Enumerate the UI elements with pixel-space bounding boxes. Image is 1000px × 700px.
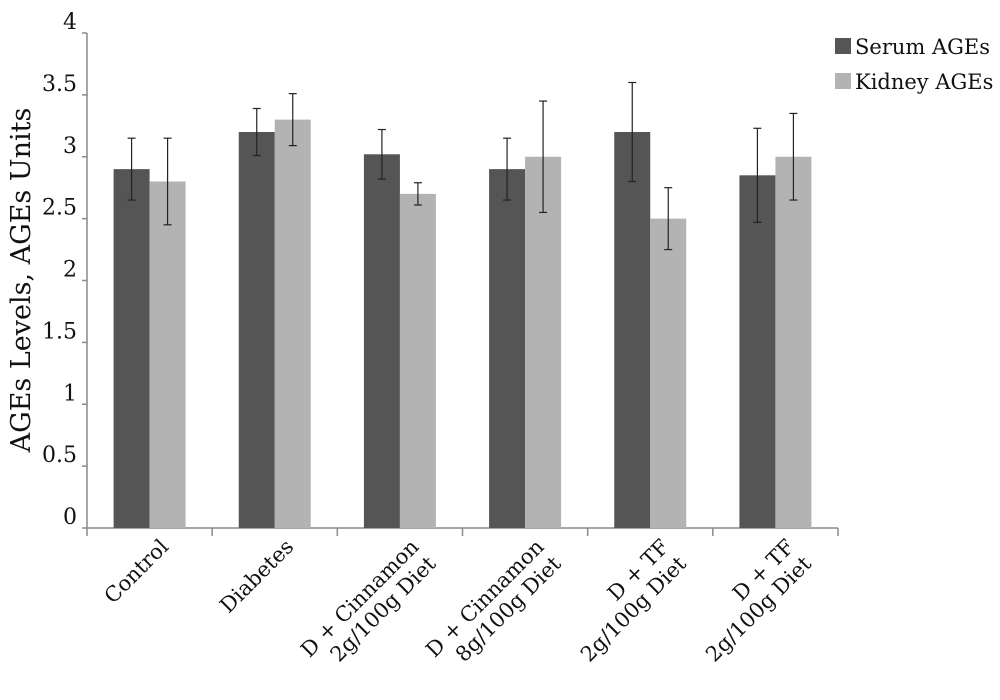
x-category-label: D + Cinnamon8g/100g Diet bbox=[421, 534, 566, 679]
bar-serum-ages bbox=[238, 132, 275, 528]
x-category-label: Control bbox=[100, 534, 174, 608]
y-tick-label: 0 bbox=[63, 505, 77, 530]
x-category-label: D + TF2g/100g Diet bbox=[684, 534, 816, 666]
y-axis-title: AGEs Levels, AGEs Units bbox=[6, 108, 37, 454]
y-tick-label: 2 bbox=[63, 258, 77, 283]
bar-serum-ages bbox=[363, 154, 400, 528]
y-tick-label: 3.5 bbox=[42, 72, 77, 97]
bar-kidney-ages bbox=[274, 119, 311, 528]
bar-kidney-ages bbox=[399, 193, 436, 528]
legend-label: Kidney AGEs bbox=[855, 70, 993, 94]
bar-kidney-ages bbox=[149, 181, 186, 528]
x-category-label: Diabetes bbox=[215, 535, 298, 618]
bar-serum-ages bbox=[113, 169, 150, 528]
y-tick-label: 1 bbox=[63, 381, 77, 406]
bar-kidney-ages bbox=[775, 156, 812, 528]
bar-kidney-ages bbox=[525, 156, 562, 528]
legend-swatch-kidney-ages bbox=[835, 73, 851, 89]
x-category-label: D + Cinnamon2g/100g Diet bbox=[296, 534, 441, 679]
y-tick-label: 2.5 bbox=[42, 196, 77, 221]
y-tick-label: 4 bbox=[63, 10, 77, 35]
x-category-label: D + TF2g/100g Diet bbox=[559, 534, 691, 666]
legend-swatch-serum-ages bbox=[835, 38, 851, 54]
legend: Serum AGEs Kidney AGEs bbox=[835, 35, 993, 94]
y-tick-label: 0.5 bbox=[42, 443, 77, 468]
bar-serum-ages bbox=[489, 169, 526, 528]
y-tick-label: 1.5 bbox=[42, 319, 77, 344]
bar-serum-ages bbox=[739, 175, 776, 528]
bar-kidney-ages bbox=[650, 218, 687, 528]
y-tick-label: 3 bbox=[63, 134, 77, 159]
legend-label: Serum AGEs bbox=[855, 35, 990, 59]
bar-serum-ages bbox=[614, 132, 651, 528]
